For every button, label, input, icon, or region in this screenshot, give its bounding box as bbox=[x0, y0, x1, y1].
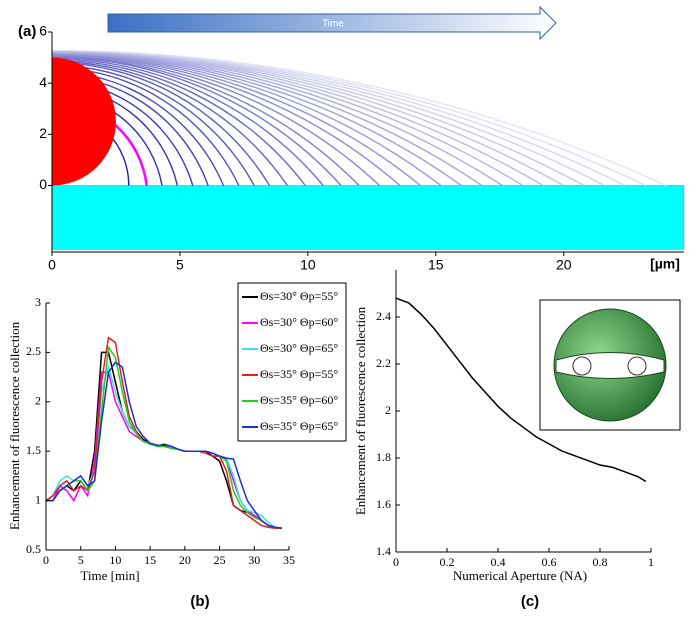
legend-box bbox=[237, 282, 347, 442]
x-tick-label: 30 bbox=[248, 553, 260, 567]
x-tick-label: 0 bbox=[48, 257, 56, 273]
panel-label: (b) bbox=[190, 593, 209, 610]
y-tick-label: 2 bbox=[35, 394, 41, 408]
profile-curve bbox=[51, 60, 288, 186]
profile-curve bbox=[51, 61, 271, 186]
x-tick-label: 0.4 bbox=[491, 555, 506, 569]
x-tick-label: 20 bbox=[179, 553, 191, 567]
inset-hole bbox=[572, 356, 592, 376]
inset bbox=[539, 299, 681, 431]
profile-curve bbox=[51, 59, 306, 186]
y-tick-label: 2 bbox=[39, 125, 47, 141]
series-line bbox=[395, 297, 647, 483]
panel-label: (c) bbox=[521, 593, 539, 610]
legend-label: Θs=35° Θp=65° bbox=[260, 419, 338, 433]
time-arrow bbox=[107, 5, 557, 41]
inset-hole bbox=[627, 356, 647, 376]
x-tick-label: 5 bbox=[78, 553, 84, 567]
y-tick-label: 2.5 bbox=[26, 344, 41, 358]
panel-label: (a) bbox=[18, 23, 36, 40]
y-tick-label: 3 bbox=[35, 295, 41, 309]
y-tick-label: 0.5 bbox=[26, 542, 41, 556]
time-label: Time bbox=[322, 19, 344, 30]
profile-curve bbox=[51, 56, 342, 186]
y-tick-label: 4 bbox=[39, 74, 47, 90]
inset-cut bbox=[555, 352, 665, 379]
y-tick-label: 2 bbox=[385, 403, 391, 417]
y-tick-label: 6 bbox=[39, 23, 47, 39]
y-tick-label: 1.8 bbox=[376, 450, 391, 464]
y-tick-label: 2.2 bbox=[376, 356, 391, 370]
x-axis-label: [µm] bbox=[650, 256, 680, 272]
x-tick-label: 20 bbox=[556, 257, 572, 273]
legend-label: Θs=35° Θp=55° bbox=[260, 367, 338, 381]
x-tick-label: 1 bbox=[648, 555, 654, 569]
substrate bbox=[51, 185, 685, 250]
x-tick-label: 0.8 bbox=[593, 555, 608, 569]
x-tick-label: 15 bbox=[428, 257, 444, 273]
x-tick-label: 35 bbox=[283, 553, 295, 567]
series-line bbox=[46, 361, 283, 530]
legend-label: Θs=30° Θp=65° bbox=[260, 341, 338, 355]
y-tick-label: 1.6 bbox=[376, 497, 391, 511]
profile-curve bbox=[51, 55, 380, 186]
x-tick-label: 0 bbox=[43, 553, 49, 567]
y-tick-label: 2.4 bbox=[376, 309, 391, 323]
x-axis-label: Numerical Aperture (NA) bbox=[453, 568, 587, 583]
legend-label: Θs=35° Θp=60° bbox=[260, 393, 338, 407]
profile-curve bbox=[51, 54, 401, 187]
y-tick-label: 1 bbox=[35, 492, 41, 506]
x-tick-label: 25 bbox=[214, 553, 226, 567]
profile-curve bbox=[51, 52, 483, 187]
y-axis-label: Enhancement of fluorescence collection bbox=[7, 321, 22, 530]
y-tick-label: 1.5 bbox=[26, 443, 41, 457]
x-tick-label: 10 bbox=[300, 257, 316, 273]
legend-label: Θs=30° Θp=60° bbox=[260, 315, 338, 329]
x-axis-label: Time [min] bbox=[80, 568, 139, 583]
y-tick-label: 1.4 bbox=[376, 544, 391, 558]
x-tick-label: 5 bbox=[176, 257, 184, 273]
x-tick-label: 0.6 bbox=[542, 555, 557, 569]
profile-curve bbox=[51, 58, 324, 186]
x-tick-label: 15 bbox=[144, 553, 156, 567]
y-tick-label: 0 bbox=[39, 176, 47, 192]
y-axis-label: Enhancement of fluorescence collection bbox=[353, 306, 368, 515]
legend-label: Θs=30° Θp=55° bbox=[260, 289, 338, 303]
x-tick-label: 10 bbox=[109, 553, 121, 567]
x-tick-label: 0.2 bbox=[440, 555, 455, 569]
series-line bbox=[46, 345, 283, 530]
x-tick-label: 0 bbox=[393, 555, 399, 569]
droplet bbox=[52, 57, 116, 186]
